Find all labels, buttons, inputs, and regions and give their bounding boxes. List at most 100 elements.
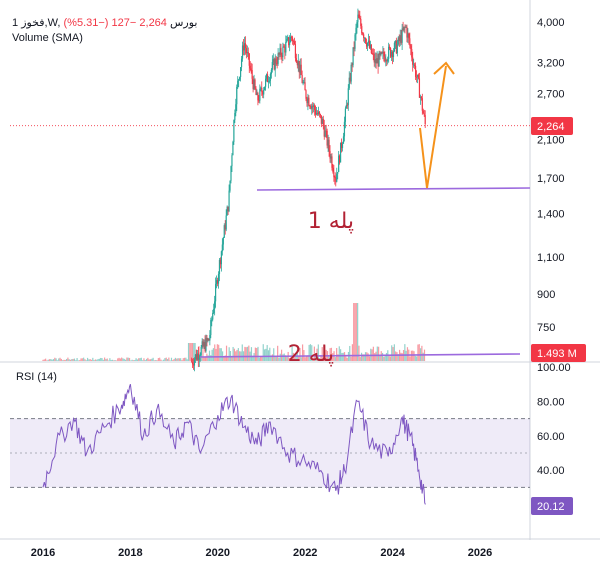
candles: [190, 8, 426, 372]
candle-body: [326, 130, 328, 146]
candle-body: [246, 52, 248, 54]
volume-bar: [261, 356, 263, 361]
volume-bar: [104, 357, 106, 361]
volume-bar: [47, 359, 49, 361]
volume-bar: [212, 348, 215, 361]
volume-bar: [355, 303, 357, 361]
volume-bar: [181, 360, 183, 361]
rsi-axis-ticks: 100.00 80.00 60.00 40.00: [537, 362, 571, 477]
candle-body: [267, 81, 270, 83]
volume-bar: [180, 358, 182, 361]
candle-body: [408, 33, 410, 39]
candle-body: [285, 42, 287, 53]
candle-body: [327, 139, 329, 146]
volume-bar: [168, 357, 170, 361]
candle-body: [334, 177, 336, 179]
volume-bar: [270, 355, 272, 361]
volume-bar: [295, 353, 297, 361]
candle-body: [269, 74, 272, 81]
volume-bar: [258, 357, 260, 361]
volume-bar: [252, 356, 254, 361]
volume-bar: [148, 359, 150, 361]
candle-body: [362, 33, 364, 35]
candle-body: [406, 26, 408, 38]
candle-body: [355, 27, 357, 35]
volume-bar: [100, 357, 102, 361]
price-tick-label: 1,400: [537, 208, 565, 220]
price-tick-label: 750: [537, 322, 555, 334]
volume-bar: [211, 349, 213, 361]
volume-bar: [282, 354, 284, 361]
candle-body: [252, 78, 254, 89]
candle-body: [194, 354, 197, 360]
candle-body: [210, 320, 212, 336]
volume-bar: [202, 344, 204, 361]
candle-body: [207, 338, 209, 341]
volume-bar: [269, 347, 271, 361]
candle-body: [424, 115, 426, 125]
candle-body: [190, 361, 193, 363]
volume-bar: [416, 356, 418, 361]
candle-body: [214, 301, 216, 310]
candle-body: [371, 53, 373, 54]
candle-body: [363, 34, 365, 38]
volume-bar: [278, 357, 280, 361]
candle-body: [372, 53, 374, 55]
volume-bar: [321, 347, 323, 361]
volume-bar: [375, 351, 377, 361]
candle-body: [276, 63, 278, 65]
volume-bar: [347, 351, 350, 361]
candle-body: [208, 338, 210, 341]
volume-bar: [260, 356, 262, 361]
candle-body: [331, 156, 333, 168]
candle-body: [374, 58, 376, 63]
volume-bar: [246, 346, 249, 361]
volume-bar: [395, 351, 397, 361]
candle-body: [368, 40, 371, 48]
last-price: 2,264: [139, 17, 167, 29]
volume-bar: [178, 358, 180, 361]
volume-bar: [311, 345, 313, 361]
volume-bar: [90, 359, 93, 361]
rsi-tick-label: 100.00: [537, 362, 571, 374]
volume-bar: [173, 358, 175, 361]
candle-body: [226, 206, 228, 216]
candle-body: [414, 65, 417, 77]
candle-body: [262, 91, 264, 95]
volume-bar: [130, 360, 132, 361]
volume-bar: [191, 343, 194, 361]
candle-body: [317, 111, 320, 115]
annotation-label-1: پله 1: [308, 209, 354, 234]
volume-bar: [54, 357, 56, 361]
candle-body: [423, 113, 425, 116]
volume-bar: [254, 347, 256, 361]
volume-bar: [67, 357, 69, 361]
volume-bar: [190, 343, 192, 361]
volume-bar: [187, 343, 190, 361]
volume-bar: [106, 358, 108, 361]
candle-body: [260, 87, 262, 89]
volume-tag-text: 1.493 M: [537, 348, 577, 360]
candle-body: [338, 155, 340, 173]
volume-bar: [111, 359, 114, 361]
volume-bar: [113, 360, 115, 361]
candle-body: [280, 47, 282, 56]
volume-bar: [183, 357, 186, 361]
candle-body: [316, 113, 319, 115]
price-tick-label: 1,700: [537, 173, 565, 185]
candle-body: [397, 37, 399, 45]
candle-body: [307, 97, 309, 104]
volume-bar: [294, 354, 296, 361]
volume-bar: [422, 352, 424, 361]
candle-body: [348, 77, 350, 89]
candle-body: [228, 190, 230, 212]
candle-body: [351, 64, 353, 66]
candle-body: [412, 57, 414, 65]
volume-bar: [56, 360, 59, 361]
volume-bar: [263, 349, 266, 361]
volume-bar: [50, 359, 52, 361]
volume-bar: [319, 357, 321, 361]
candle-body: [309, 105, 311, 107]
volume-bar: [94, 359, 97, 361]
volume-bar: [127, 357, 129, 361]
